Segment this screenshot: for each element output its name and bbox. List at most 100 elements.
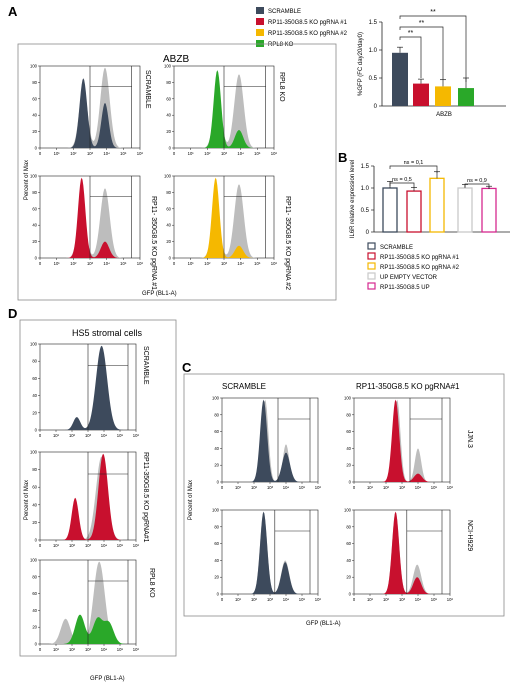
significance-bracket [399,15,467,82]
y-tick-label: 40 [346,446,351,451]
y-tick-label: 60 [32,206,37,211]
panel-c-col-scramble: SCRAMBLE [222,382,266,391]
y-tick-label: 0 [35,428,38,433]
legend-swatch-scramble [256,7,264,14]
panel-c-row-jjn3: JJN.3 [466,430,473,448]
x-tick-label: 10¹ [188,151,195,156]
x-tick-label: 10³ [399,597,406,602]
y-tick-label: 0 [35,146,38,151]
y-tick-label: 40 [166,113,171,118]
y-tick-label: 20 [166,239,171,244]
significance-label: ** [430,9,436,16]
x-tick-label: 10⁵ [299,485,306,490]
bar [406,190,422,233]
x-tick-label: 0 [39,433,42,438]
hist-label-a-rp11-1: RP11- 350G8.5 KO pgRNA #1 [150,196,157,290]
panel-letter-a: A [8,4,18,19]
hist-label-a-scramble: SCRAMBLE [144,70,151,109]
x-tick-label: 0 [39,543,42,548]
x-tick-label: 10² [69,433,76,438]
hist-label-a-rp11-2-l1: RP11- 350G8.5 KO pgRNA #2 [284,196,291,290]
y-tick-label: 60 [32,96,37,101]
panel-b-legend: SCRAMBLE RP11-350G8.5 KO pgRNA #1 RP11-3… [367,242,460,291]
histogram-curve [354,399,450,482]
legend-label-rpl8: RPL8 KO [268,42,294,48]
legend-b-swatch-empty [367,272,376,280]
bar [481,187,497,233]
histogram-curve [222,511,318,594]
x-tick-label: 0 [221,485,224,490]
y-tick-label: 20 [346,463,351,468]
hist-label-a-rpl8: RPL8 KO [278,72,285,102]
legend-label-scramble: SCRAMBLE [268,9,301,15]
y-tick-label: 80 [32,190,37,195]
y-tick-label: 100 [344,396,352,401]
histogram-curve [40,561,136,644]
bar [392,52,408,106]
legend-swatch-rp11-1 [256,18,264,25]
panel-d-xlabel: GFP (BL1-A) [90,676,125,682]
panel-c-ylabel: Percent of Max [188,480,194,520]
x-tick-label: 10⁴ [283,597,290,602]
panel-b-bar-chart: 0 0.5 1.0 1.5 IL6R relative expression level… [350,160,510,238]
legend-b-label-up: RP11-350G8.5 UP [380,285,430,291]
legend-b-swatch-up [367,282,376,290]
y-tick-label: 100 [30,450,38,455]
x-tick-label: 10¹ [53,543,60,548]
legend-swatch-rpl8 [256,40,264,47]
significance-label: ** [408,30,414,37]
x-tick-label: 0 [353,597,356,602]
panel-d-title: HS5 stromal cells [72,328,143,338]
x-tick-label: 10⁴ [103,151,110,156]
panel-letter-d: D [8,306,17,321]
significance-bracket [389,165,438,173]
legend-b-swatch-scramble [367,242,376,250]
y-tick-label: 80 [32,80,37,85]
x-tick-label: 10⁶ [315,597,322,602]
x-tick-label: 10⁴ [415,485,422,490]
panel-a-hist-labels: SCRAMBLE RPL8 KO RP11- 350G8.5 KO pgRNA … [144,70,291,290]
y-tick-label: 80 [346,524,351,529]
y-tick-label: 80 [214,412,219,417]
panel-a-ylabel: Percent of Max [24,160,30,200]
y-tick-label: 100 [30,558,38,563]
significance-label: ns = 0,9 [467,178,487,184]
panel-a-bar-chart: 0 0.5 1.0 1.5 %GFP (FC day20/day0) ABZB ** ** ** [358,9,506,118]
y-tick-label: 100 [212,396,220,401]
y-tick-label: 0.5 [361,208,370,214]
panel-letter-b: B [338,150,347,165]
x-tick-label: 10¹ [53,433,60,438]
y-tick-label: 0 [35,256,38,261]
y-tick-label: 100 [164,64,172,69]
x-tick-label: 10¹ [54,261,61,266]
significance-bracket [389,182,415,188]
y-tick-label: 40 [214,558,219,563]
x-tick-label: 10⁴ [237,261,244,266]
histogram-plot: 0 20 40 60 80 100 0 10¹ 10² 10³ 10⁴ 10⁵ 10⁶ [30,174,143,267]
x-tick-label: 10² [70,261,77,266]
histogram-curve [354,399,450,482]
y-tick-label: 20 [32,239,37,244]
y-tick-label: 40 [32,113,37,118]
x-tick-label: 10¹ [235,597,242,602]
y-tick-label: 80 [32,359,37,364]
x-tick-label: 10³ [399,485,406,490]
x-axis-label: ABZB [436,112,452,118]
histogram-plot: 0 20 40 60 80 100 0 10¹ 10² 10³ 10⁴ 10⁵ 10⁶ [164,174,277,267]
y-tick-label: 20 [346,575,351,580]
x-tick-label: 10⁵ [120,151,127,156]
x-tick-label: 0 [39,647,42,652]
y-tick-label: 60 [166,206,171,211]
legend-swatch-rp11-2 [256,29,264,36]
histogram-plot: 0 20 40 60 80 100 0 10¹ 10² 10³ 10⁴ 10⁵ 10⁶ [30,450,139,549]
histogram-curve [222,399,318,482]
y-tick-label: 60 [32,485,37,490]
y-tick-label: 40 [166,223,171,228]
hist-label-d-rpl8: RPL8 KO [148,568,155,598]
x-tick-label: 0 [173,261,176,266]
y-tick-label: 1.0 [369,48,378,54]
y-tick-label: 100 [344,508,352,513]
bar [413,83,429,106]
x-tick-label: 0 [39,151,42,156]
